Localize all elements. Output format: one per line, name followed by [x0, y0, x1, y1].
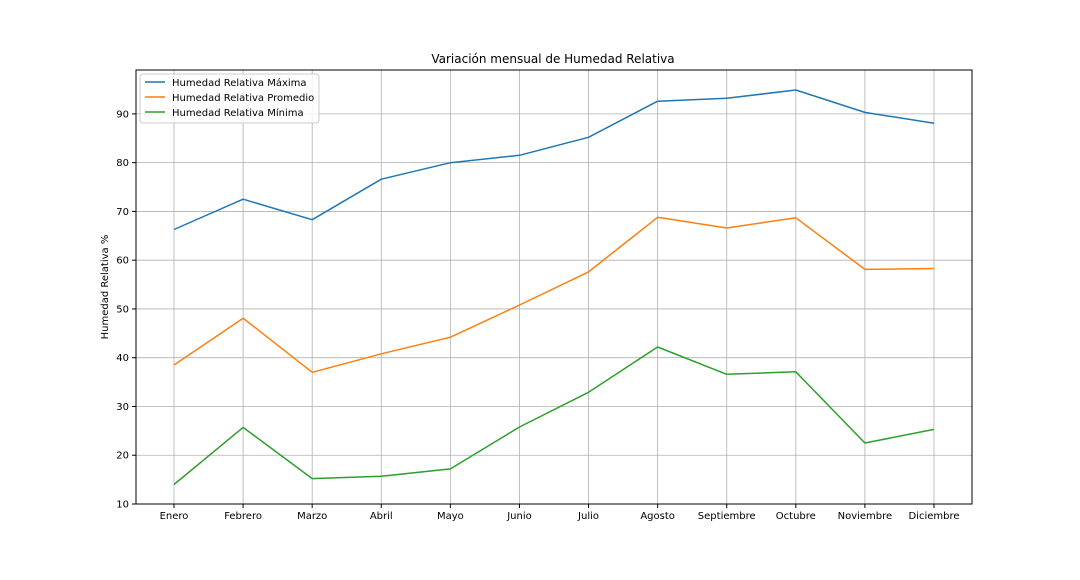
y-axis-label: Humedad Relativa %: [100, 235, 111, 340]
x-tick-label: Noviembre: [838, 511, 893, 522]
y-tick-label: 70: [116, 207, 129, 218]
legend-label-minima: Humedad Relativa Mínima: [172, 107, 304, 119]
legend: Humedad Relativa Máxima Humedad Relativa…: [139, 73, 320, 124]
series-line-maxima: [173, 89, 935, 231]
x-tick-label: Febrero: [224, 511, 262, 522]
y-tick-label: 80: [116, 158, 129, 169]
legend-box: [139, 73, 320, 124]
chart-title: Variación mensual de Humedad Relativa: [431, 52, 674, 66]
y-tick-label: 50: [116, 304, 129, 315]
x-tick-label: Marzo: [297, 511, 327, 522]
axis-ticks: Enero Febrero Marzo Abril Mayo Junio Julio Agos…: [116, 109, 959, 522]
series-lines: [173, 89, 935, 486]
series-line-promedio: [173, 216, 935, 374]
plot-area-frame: [135, 69, 973, 505]
y-tick-label: 20: [116, 451, 129, 462]
x-tick-label: Octubre: [776, 511, 816, 522]
legend-label-promedio: Humedad Relativa Promedio: [172, 93, 314, 104]
x-tick-label: Agosto: [640, 511, 675, 522]
x-tick-label: Enero: [160, 511, 189, 522]
y-tick-label: 40: [116, 353, 129, 364]
y-tick-label: 60: [116, 256, 129, 267]
legend-label-maxima: Humedad Relativa Máxima: [172, 77, 307, 89]
x-tick-label: Diciembre: [908, 511, 959, 522]
x-tick-label: Abril: [370, 511, 393, 522]
y-tick-label: 30: [116, 402, 129, 413]
x-tick-label: Mayo: [437, 511, 464, 522]
y-tick-label: 10: [116, 500, 129, 511]
y-tick-label: 90: [116, 109, 129, 120]
x-tick-label: Septiembre: [698, 511, 756, 522]
series-line-minima: [173, 346, 935, 486]
grid-lines: [136, 70, 972, 505]
x-tick-label: Junio: [506, 511, 532, 522]
x-tick-label: Julio: [577, 511, 599, 522]
